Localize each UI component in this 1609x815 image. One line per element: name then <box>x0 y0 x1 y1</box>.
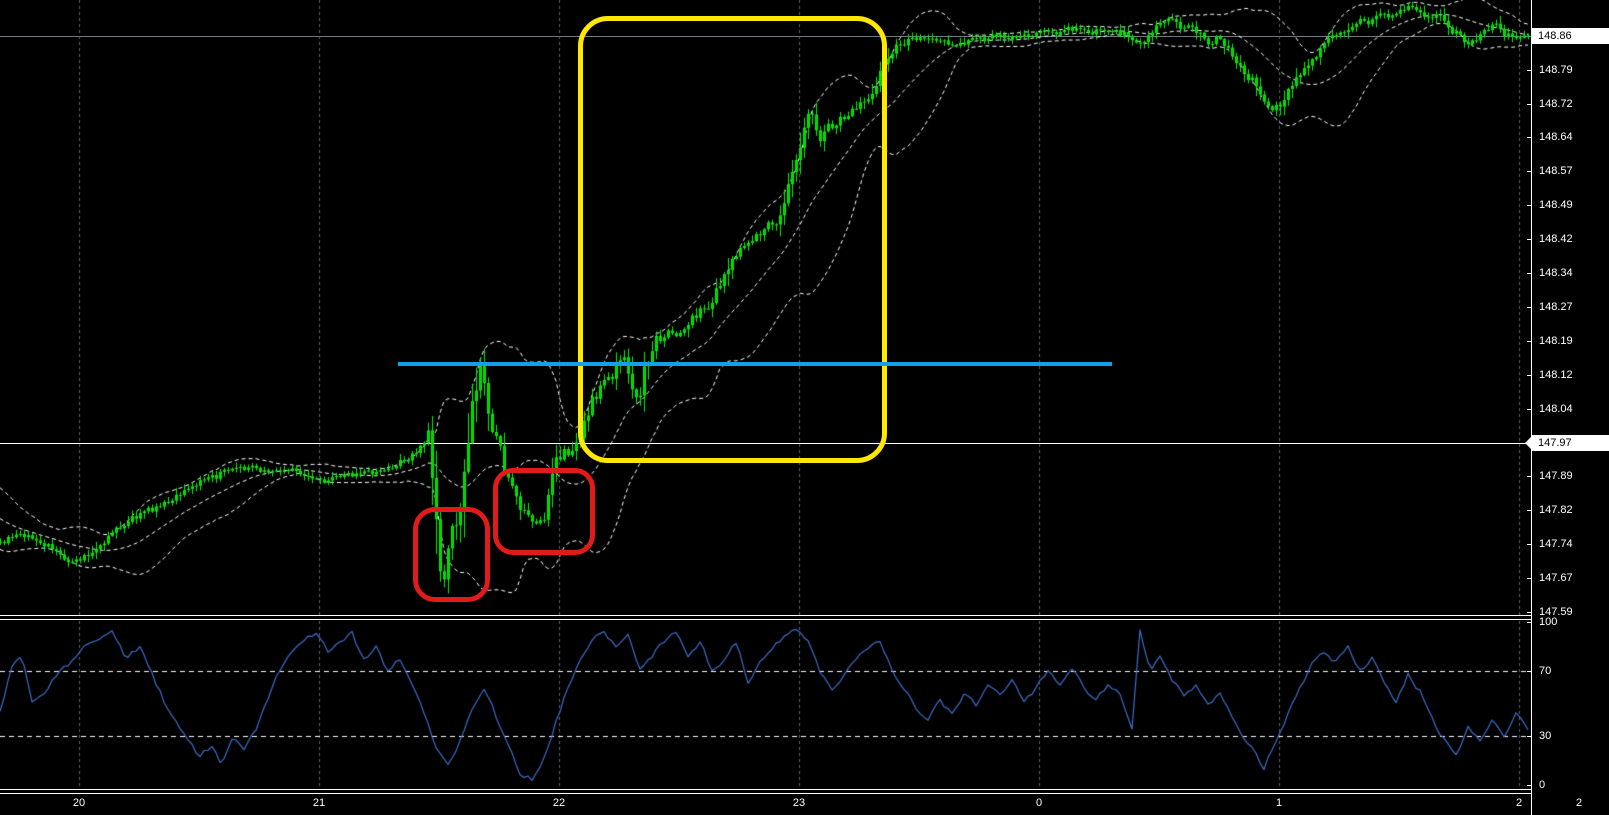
oscillator-axis-label: 0 <box>1539 779 1546 791</box>
time-axis-label: 23 <box>792 797 806 809</box>
price-axis-tick <box>1527 510 1532 512</box>
time-axis-label: 0 <box>1035 797 1043 809</box>
price-axis-tick <box>1527 103 1532 105</box>
oscillator-axis-label: 100 <box>1539 616 1558 628</box>
blue-trendline-annotation[interactable] <box>398 362 1112 366</box>
price-axis-label: 148.49 <box>1539 199 1573 212</box>
price-axis-tick <box>1527 69 1532 71</box>
price-axis-tick <box>1527 476 1532 478</box>
price-axis-tick <box>1527 205 1532 207</box>
price-axis-label: 148.27 <box>1539 300 1573 313</box>
price-axis-tick <box>1527 239 1532 241</box>
time-axis-label: 21 <box>312 797 326 809</box>
price-axis-label: 148.64 <box>1539 131 1573 144</box>
oscillator-axis-tick <box>1527 736 1532 738</box>
oscillator-canvas[interactable] <box>0 621 1532 789</box>
panel-separator-top[interactable] <box>0 615 1532 620</box>
hline-price-box: 147.97 <box>1525 434 1609 451</box>
price-marker-arrow-icon <box>1525 435 1532 450</box>
price-axis-label: 148.72 <box>1539 97 1573 110</box>
time-axis-label: 1 <box>1275 797 1283 809</box>
panel-separator-bottom[interactable] <box>0 789 1532 794</box>
time-axis-label: 2 <box>1515 797 1523 809</box>
time-axis-label: 22 <box>552 797 566 809</box>
price-axis-label: 148.12 <box>1539 368 1573 381</box>
price-axis-label: 148.04 <box>1539 402 1573 415</box>
price-axis-label: 147.89 <box>1539 470 1573 483</box>
price-scale[interactable]: 148.86 147.97 148.79 148.72 148.64 148.57 14… <box>1525 0 1609 815</box>
price-axis-tick <box>1527 137 1532 139</box>
oscillator-axis-tick <box>1527 670 1532 672</box>
price-axis-tick <box>1527 408 1532 410</box>
price-axis-label: 147.59 <box>1539 606 1573 618</box>
price-axis-label: 148.19 <box>1539 334 1573 347</box>
price-axis-label: 148.34 <box>1539 267 1573 279</box>
oscillator-axis-label: 70 <box>1539 664 1552 677</box>
price-axis-tick <box>1527 340 1532 342</box>
current-price-box: 148.86 <box>1532 27 1609 44</box>
price-axis-tick <box>1527 612 1532 613</box>
price-axis-label: 147.82 <box>1539 504 1573 517</box>
price-axis-label: 148.42 <box>1539 233 1573 246</box>
oscillator-axis-tick <box>1527 785 1532 786</box>
oscillator-axis-tick <box>1527 622 1532 623</box>
price-axis-tick <box>1527 306 1532 308</box>
price-axis-label: 148.57 <box>1539 165 1573 178</box>
time-axis-label: 20 <box>72 797 86 809</box>
price-axis-tick <box>1527 544 1532 546</box>
red-rectangle-annotation-1[interactable] <box>413 507 490 602</box>
price-axis-label: 148.79 <box>1539 63 1573 76</box>
time-scale[interactable]: 20 21 22 23 0 1 2 <box>0 794 1532 815</box>
main-chart-canvas[interactable] <box>0 0 1532 615</box>
red-rectangle-annotation-2[interactable] <box>493 468 595 555</box>
price-axis-label: 147.74 <box>1539 538 1573 551</box>
yellow-rectangle-annotation[interactable] <box>578 16 887 463</box>
price-axis-tick <box>1527 171 1532 173</box>
hline-price-value: 147.97 <box>1538 436 1572 449</box>
price-axis-tick <box>1527 374 1532 376</box>
oscillator-axis-label: 30 <box>1539 730 1552 743</box>
price-axis-label: 147.67 <box>1539 572 1573 585</box>
price-axis-tick <box>1527 578 1532 580</box>
current-price-value: 148.86 <box>1538 29 1572 42</box>
price-axis-tick <box>1527 273 1532 274</box>
time-axis-corner-label: 2 <box>1576 797 1583 809</box>
